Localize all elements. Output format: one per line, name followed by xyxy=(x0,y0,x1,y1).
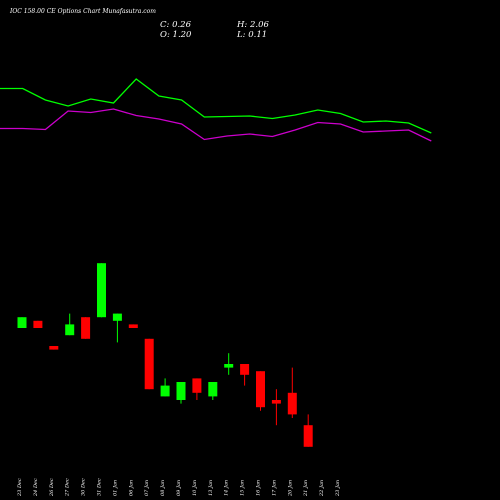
x-tick-label: 31 Dec xyxy=(97,478,103,496)
x-tick-label: 24 Dec xyxy=(33,478,39,497)
x-tick-label: 07 Jan xyxy=(144,480,150,496)
x-tick-label: 21 Jan xyxy=(303,480,309,497)
candle-body xyxy=(112,313,122,321)
candle-body xyxy=(287,392,297,415)
indicator-line-green xyxy=(0,78,432,134)
candle-body xyxy=(271,400,281,404)
x-tick-label: 17 Jan xyxy=(271,480,277,496)
candle-body xyxy=(224,364,234,368)
candle-body xyxy=(256,371,265,408)
x-tick-label: 16 Jan xyxy=(256,480,262,496)
x-tick-label: 20 Jan xyxy=(287,480,293,497)
high-value: H: 2.06 xyxy=(237,20,269,30)
candle-body xyxy=(240,364,250,375)
chart-title: IOC 158.00 CE Options Chart Munafasutra.… xyxy=(10,8,156,15)
low-value: L: 0.11 xyxy=(237,30,268,40)
candle-body xyxy=(208,382,218,397)
candle-body xyxy=(128,324,138,328)
candle-body xyxy=(97,263,106,318)
x-tick-label: 08 Jan xyxy=(160,480,166,496)
close-value: C: 0.26 xyxy=(160,20,191,30)
candle-body xyxy=(144,338,154,390)
x-tick-label: 30 Dec xyxy=(81,478,87,496)
x-tick-label: 26 Dec xyxy=(49,478,55,497)
x-tick-label: 01 Jan xyxy=(112,480,118,496)
x-tick-label: 09 Jan xyxy=(176,480,182,496)
x-tick-label: 27 Dec xyxy=(65,478,71,497)
candle-body xyxy=(33,320,43,328)
candle-body xyxy=(303,425,313,447)
candle-body xyxy=(192,378,202,393)
candle-body xyxy=(176,382,186,400)
candle-body xyxy=(17,317,27,328)
candle-body xyxy=(160,385,170,397)
indicator-line-magenta xyxy=(0,108,432,142)
candle-body xyxy=(81,317,91,339)
x-tick-label: 14 Jan xyxy=(224,480,230,496)
x-tick-label: 10 Jan xyxy=(192,480,198,496)
x-tick-label: 06 Jan xyxy=(128,480,134,496)
candle-body xyxy=(65,324,75,336)
x-tick-label: 15 Jan xyxy=(240,480,246,496)
x-tick-label: 13 Jan xyxy=(208,480,214,496)
open-value: O: 1.20 xyxy=(160,30,192,40)
x-tick-label: 22 Jan xyxy=(319,480,325,497)
candle-body xyxy=(49,346,59,350)
x-tick-label: 23 Dec xyxy=(17,478,23,497)
x-tick-label: 23 Jan xyxy=(335,480,341,497)
